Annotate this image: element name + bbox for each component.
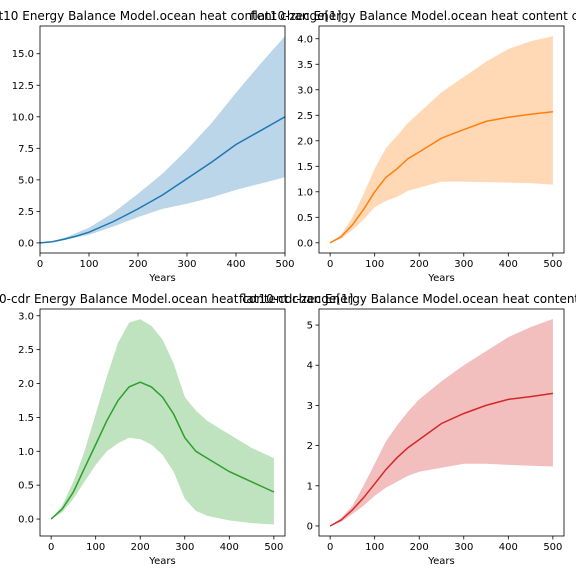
y-tick-label: 2.0 <box>297 136 313 147</box>
x-tick-label: 500 <box>264 542 283 553</box>
y-tick-label: 2.0 <box>18 379 34 390</box>
x-tick-label: 0 <box>327 259 333 270</box>
mean-line <box>329 392 554 527</box>
y-tick-label: 1.0 <box>18 447 34 458</box>
x-tick-label: 200 <box>410 542 429 553</box>
subplot-title: flat10-cdr-zec Energy Balance Model.ocea… <box>239 292 576 306</box>
x-tick-label: 100 <box>86 542 105 553</box>
y-tick-label: 2.5 <box>18 207 34 218</box>
y-tick-label: 0.0 <box>18 238 34 249</box>
subplot-flat10-cdr: 0 100 200 300 400 5000.00.51.01.52.02.53.0Yea… <box>0 292 353 567</box>
y-tick-label: 3.0 <box>18 311 34 322</box>
subplot-flat10-zec: 0 100 200 300 400 5000.00.51.01.52.02.53.03.5… <box>250 9 576 284</box>
y-tick-label: 3 <box>307 401 313 412</box>
x-tick-label: 200 <box>128 259 147 270</box>
x-tick-label: 300 <box>177 259 196 270</box>
x-axis-label: Years <box>148 273 175 284</box>
y-tick-label: 1 <box>307 481 313 492</box>
x-tick-label: 100 <box>365 259 384 270</box>
uncertainty-band <box>51 319 274 525</box>
axes-frame <box>318 25 565 254</box>
x-tick-label: 200 <box>131 542 150 553</box>
x-tick-label: 500 <box>543 259 562 270</box>
x-tick-label: 0 <box>48 542 54 553</box>
y-tick-label: 0.0 <box>18 515 34 526</box>
x-axis-label: Years <box>427 556 454 567</box>
y-tick-label: 4 <box>307 361 313 372</box>
y-tick-label: 1.5 <box>18 413 34 424</box>
uncertainty-band <box>330 319 553 526</box>
x-axis-label: Years <box>427 273 454 284</box>
x-tick-label: 400 <box>220 542 239 553</box>
axes-frame <box>39 25 286 254</box>
x-tick-label: 400 <box>499 542 518 553</box>
x-tick-label: 300 <box>175 542 194 553</box>
y-tick-label: 2.5 <box>18 345 34 356</box>
y-tick-label: 0 <box>307 521 313 532</box>
x-tick-label: 100 <box>79 259 98 270</box>
y-tick-label: 0.5 <box>18 481 34 492</box>
mean-line <box>50 381 275 520</box>
y-tick-label: 1.0 <box>297 187 313 198</box>
mean-line <box>40 116 285 244</box>
y-tick-label: 2.5 <box>297 111 313 122</box>
x-tick-label: 300 <box>454 542 473 553</box>
mean-line <box>329 110 553 244</box>
y-tick-label: 0.0 <box>297 238 313 249</box>
y-tick-label: 3.5 <box>297 60 313 71</box>
x-tick-label: 400 <box>226 259 245 270</box>
x-tick-label: 400 <box>499 259 518 270</box>
x-tick-label: 300 <box>454 259 473 270</box>
y-tick-label: 7.5 <box>18 144 34 155</box>
uncertainty-band <box>330 36 553 243</box>
y-tick-label: 10.0 <box>12 112 34 123</box>
subplot-title: flat10-zec Energy Balance Model.ocean he… <box>250 9 576 23</box>
y-tick-label: 5.0 <box>18 175 34 186</box>
y-tick-label: 12.5 <box>12 81 34 92</box>
subplot-title: flat10-cdr Energy Balance Model.ocean he… <box>0 292 353 306</box>
x-tick-label: 500 <box>543 542 562 553</box>
x-axis-label: Years <box>148 556 175 567</box>
subplot-title: flat10 Energy Balance Model.ocean heat c… <box>0 9 341 23</box>
axes-frame <box>39 308 286 537</box>
y-tick-label: 0.5 <box>297 213 313 224</box>
y-tick-label: 4.0 <box>297 34 313 45</box>
y-tick-label: 15.0 <box>12 49 34 60</box>
axes-frame <box>318 308 565 537</box>
x-tick-label: 0 <box>327 542 333 553</box>
y-tick-label: 2 <box>307 441 313 452</box>
y-tick-label: 3.0 <box>297 85 313 96</box>
y-tick-label: 5 <box>307 321 313 332</box>
x-tick-label: 100 <box>365 542 384 553</box>
y-tick-label: 1.5 <box>297 162 313 173</box>
x-tick-label: 0 <box>37 259 43 270</box>
uncertainty-band <box>40 36 285 243</box>
x-tick-label: 200 <box>410 259 429 270</box>
subplot-flat10: 0 100 200 300 400 5000.02.55.07.510.012.515.0… <box>0 9 341 284</box>
x-tick-label: 500 <box>275 259 294 270</box>
subplot-flat10-cdr-zec: 0 100 200 300 400 500 0 1 2 3 4 5 Years flat10-cdr-ze… <box>239 292 576 567</box>
